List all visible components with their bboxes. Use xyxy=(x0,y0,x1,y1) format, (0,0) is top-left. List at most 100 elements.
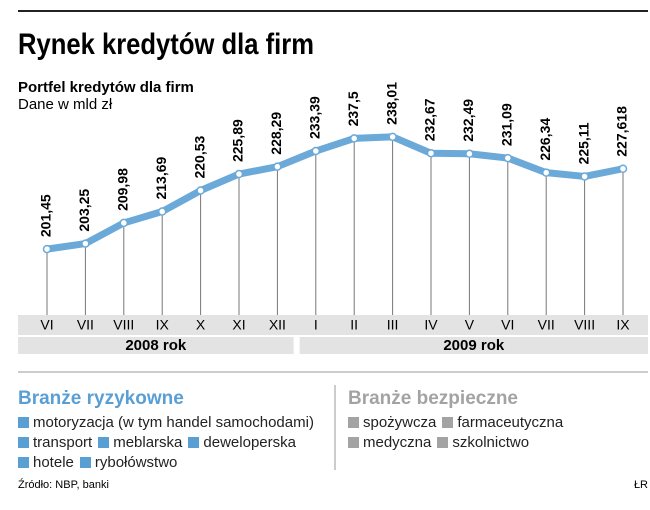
legend-swatch xyxy=(442,417,454,428)
chart-subtitle: Portfel kredytów dla firm xyxy=(18,79,194,96)
point xyxy=(273,162,282,171)
value-label: 233,39 xyxy=(307,96,323,139)
point xyxy=(426,148,436,158)
legend-swatch xyxy=(79,457,91,468)
legend-text: farmaceutyczna xyxy=(457,414,564,431)
legend-item: rybołówstwo xyxy=(79,454,178,471)
point xyxy=(541,168,551,177)
x-tick-label: I xyxy=(314,317,318,333)
value-label: 232,49 xyxy=(460,99,476,142)
legend-panel: Branże ryzykowne motoryzacja (w tym hande… xyxy=(18,388,314,474)
point xyxy=(465,149,474,159)
value-label: 226,34 xyxy=(537,118,553,161)
point xyxy=(388,132,397,142)
panel-title: Branże ryzykowne xyxy=(18,388,184,409)
x-tick-label: VII xyxy=(538,317,555,333)
series-line xyxy=(46,133,624,253)
x-tick-label: IX xyxy=(156,317,170,333)
legend-item: meblarska xyxy=(98,434,182,451)
legend-text: meblarska xyxy=(113,434,183,451)
x-tick-label: III xyxy=(387,317,399,333)
x-tick-label: II xyxy=(350,317,358,333)
legend-swatch xyxy=(348,437,359,448)
chart-title: Rynek kredytów dla firm xyxy=(18,28,314,61)
point xyxy=(503,153,513,163)
year-band xyxy=(18,337,294,354)
legend-row: motoryzacja (w tym handel samochodami) xyxy=(18,414,314,431)
x-tick-label: VI xyxy=(501,317,514,333)
value-label: 203,25 xyxy=(76,189,92,232)
point xyxy=(196,186,205,195)
legend-item: spożywcza xyxy=(348,414,436,431)
x-tick-label: IV xyxy=(424,317,438,333)
x-tick-label: V xyxy=(465,317,475,333)
legend-swatch xyxy=(98,437,110,448)
value-label: 227,618 xyxy=(614,106,630,157)
value-label: 231,09 xyxy=(499,103,515,146)
unit-label: Dane w mld zł xyxy=(18,96,113,113)
value-label: 201,45 xyxy=(38,194,54,237)
legend-text: medyczna xyxy=(363,434,432,451)
legend-text: hotele xyxy=(33,454,74,471)
x-tick-label: VIII xyxy=(113,317,134,333)
point xyxy=(157,207,167,216)
legend-item: motoryzacja (w tym handel samochodami) xyxy=(18,414,314,431)
year-band xyxy=(299,337,648,354)
value-label: 213,69 xyxy=(153,156,169,199)
point xyxy=(119,218,129,228)
x-tick-label: VI xyxy=(40,317,53,333)
legend-swatch xyxy=(188,437,200,448)
legend-text: transport xyxy=(33,434,93,451)
point xyxy=(81,239,90,248)
legend-text: rybołówstwo xyxy=(94,454,178,471)
value-label: 228,29 xyxy=(268,112,284,155)
point xyxy=(349,134,359,143)
value-label: 238,01 xyxy=(383,82,399,125)
source: Źródło: NBP, banki xyxy=(18,478,109,491)
legend-item: farmaceutyczna xyxy=(442,414,563,431)
value-label: 220,53 xyxy=(191,135,207,178)
value-label: 225,11 xyxy=(575,122,591,164)
legend-swatch xyxy=(18,437,29,448)
month-band xyxy=(18,315,648,335)
legend-item: transport xyxy=(18,434,92,451)
value-label: 237,5 xyxy=(345,91,361,126)
year-label: 2009 rok xyxy=(443,337,505,354)
x-tick-label: VII xyxy=(77,317,94,333)
value-label: 225,89 xyxy=(230,119,246,162)
legend-row: transport meblarska deweloperska xyxy=(18,434,314,451)
point xyxy=(618,164,628,173)
credit: ŁR xyxy=(634,479,648,491)
value-label: 209,98 xyxy=(115,168,131,211)
legend-text: spożywcza xyxy=(363,414,437,431)
legend-item: medyczna xyxy=(348,434,431,451)
legend-row: spożywcza farmaceutyczna xyxy=(348,414,563,431)
legend-text: deweloperska xyxy=(203,434,296,451)
value-label: 232,67 xyxy=(422,98,438,141)
x-tick-label: XI xyxy=(232,317,245,333)
panel-title: Branże bezpieczne xyxy=(348,388,518,409)
legend-item: szkolnictwo xyxy=(437,434,529,451)
legend-row: hotele rybołówstwo xyxy=(18,454,314,471)
legend-swatch xyxy=(18,457,29,468)
point xyxy=(234,169,244,179)
x-tick-label: IX xyxy=(616,317,630,333)
legend-panel: Branże bezpieczne spożywcza farmaceutyczna… xyxy=(348,388,563,454)
point xyxy=(580,172,589,181)
x-tick-label: XII xyxy=(269,317,286,333)
year-label: 2008 rok xyxy=(125,337,187,354)
legend-text: motoryzacja (w tym handel samochodami) xyxy=(33,414,314,431)
point xyxy=(42,244,52,254)
legend-swatch xyxy=(18,417,29,428)
legend-swatch xyxy=(348,417,359,428)
legend-swatch xyxy=(437,437,449,448)
legend-item: hotele xyxy=(18,454,74,471)
legend-item: deweloperska xyxy=(188,434,296,451)
legend-text: szkolnictwo xyxy=(452,434,530,451)
x-tick-label: VIII xyxy=(574,317,595,333)
x-tick-label: X xyxy=(196,317,206,333)
point xyxy=(311,146,321,156)
legend-row: medyczna szkolnictwo xyxy=(348,434,563,451)
